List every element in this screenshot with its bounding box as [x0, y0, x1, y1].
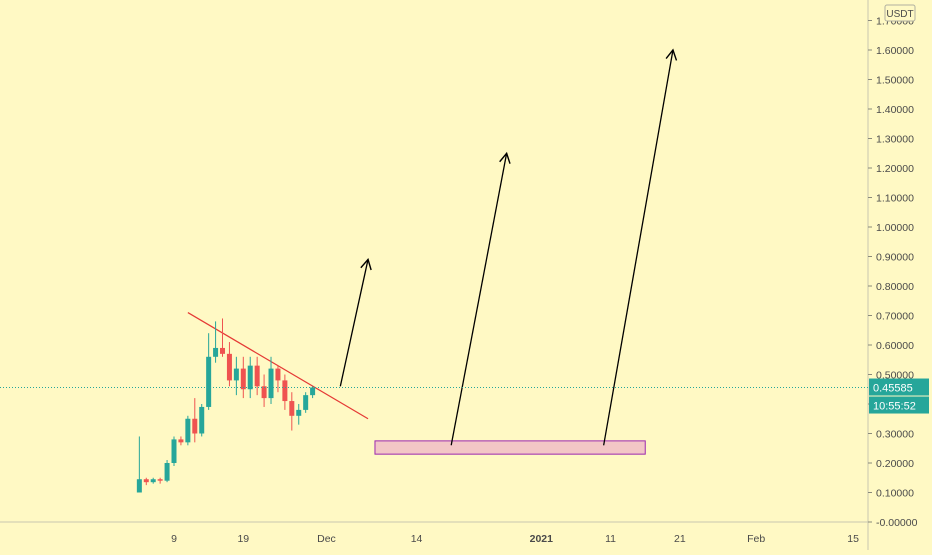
target-arrow: [450, 153, 508, 446]
candle-body: [171, 439, 177, 463]
candle-body: [150, 479, 156, 483]
price-tick-label: 1.40000: [876, 104, 914, 116]
candle-body: [213, 347, 219, 357]
candle-body: [310, 387, 316, 396]
candle-body: [261, 386, 267, 399]
countdown-badge: [869, 396, 929, 414]
price-tick-label: 0.10000: [876, 488, 914, 500]
arrow-head: [665, 48, 678, 61]
arrow-head: [360, 258, 372, 271]
candle-body: [268, 368, 274, 399]
time-tick-label: 11: [605, 533, 616, 545]
candle-body: [296, 409, 302, 416]
time-tick-label: 21: [674, 533, 686, 545]
currency-label: USDT: [886, 9, 913, 20]
candle-body: [303, 395, 309, 410]
price-tick-label: 0.50000: [876, 370, 914, 382]
axes-layer: 1.700001.600001.500001.400001.300001.200…: [0, 0, 918, 550]
price-tick-label: 1.10000: [876, 193, 914, 205]
target-arrow: [339, 259, 369, 387]
price-tick-label: 1.50000: [876, 75, 914, 87]
price-tick-label: 0.90000: [876, 252, 914, 264]
time-tick-label: Dec: [317, 533, 336, 545]
candle-body: [185, 418, 191, 443]
candle-body: [233, 368, 239, 381]
candle-body: [157, 479, 163, 481]
candle-body: [247, 365, 253, 390]
price-tick-label: 1.60000: [876, 45, 914, 57]
arrow-head: [499, 151, 511, 164]
candle-body: [136, 479, 142, 493]
currency-box: [884, 4, 916, 22]
last-price-label: 0.45585: [873, 383, 913, 395]
candle-body: [240, 368, 246, 390]
last-price-badge: [869, 378, 929, 396]
candle-body: [275, 368, 281, 381]
price-tick-label: 0.80000: [876, 281, 914, 293]
price-tick-label: 0.60000: [876, 340, 914, 352]
candle-body: [282, 380, 288, 402]
candle-body: [178, 439, 184, 443]
candles-layer: [136, 318, 316, 493]
time-tick-label: 2021: [530, 533, 554, 545]
support-zone-rect: [374, 440, 646, 455]
target-arrow: [603, 49, 674, 446]
candle-body: [206, 356, 212, 407]
candle-body: [289, 401, 295, 416]
candle-body: [199, 406, 205, 434]
price-tick-label: 0.70000: [876, 311, 914, 323]
price-layer: 0.45585 10:55:52: [0, 378, 929, 414]
candle-body: [254, 365, 260, 387]
candle-body: [192, 418, 198, 434]
price-tick-label: 1.20000: [876, 163, 914, 175]
drawings-layer[interactable]: [187, 48, 678, 455]
price-tick-label: 1.30000: [876, 134, 914, 146]
time-tick-label: 19: [237, 533, 249, 545]
price-tick-label: 0.30000: [876, 429, 914, 441]
price-tick-label: 1.00000: [876, 222, 914, 234]
candle-body: [220, 347, 226, 354]
time-tick-label: 14: [411, 533, 423, 545]
candle-body: [226, 353, 232, 381]
time-tick-label: Feb: [747, 533, 765, 545]
candle-body: [143, 479, 149, 483]
time-tick-label: 9: [171, 533, 177, 545]
candle-body: [164, 463, 170, 481]
price-tick-label: 0.20000: [876, 458, 914, 470]
time-tick-label: 15: [847, 533, 859, 545]
countdown-label: 10:55:52: [873, 401, 916, 413]
price-tick-label: -0.00000: [876, 517, 918, 529]
